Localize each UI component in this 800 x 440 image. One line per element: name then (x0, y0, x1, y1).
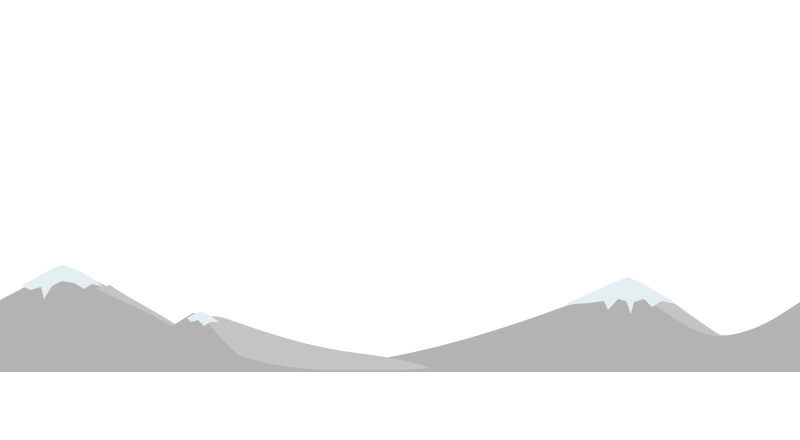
snow-cap-icon (187, 312, 219, 326)
ground-strip (0, 370, 800, 372)
snow-cap-icon (562, 277, 675, 314)
right-mountain-shadow (640, 293, 722, 336)
middle-hill-highlight (203, 316, 430, 372)
left-mountain-shadow (95, 285, 175, 326)
snow-cap-icon (22, 265, 104, 299)
